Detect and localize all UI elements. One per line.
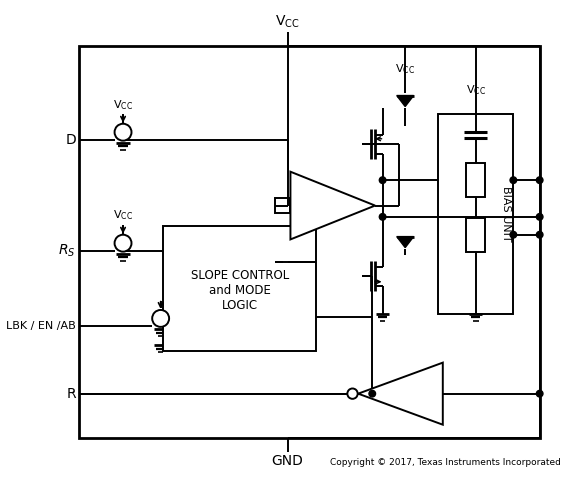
Circle shape: [152, 310, 169, 327]
Bar: [438, 114, 513, 314]
Bar: [466, 218, 485, 252]
Text: BIAS UNIT: BIAS UNIT: [501, 186, 511, 242]
Circle shape: [537, 390, 543, 397]
Circle shape: [369, 390, 376, 397]
Bar: [276, 198, 290, 213]
Text: D: D: [65, 133, 76, 147]
Circle shape: [537, 214, 543, 220]
Text: $\mathrm{V_{CC}}$: $\mathrm{V_{CC}}$: [395, 62, 415, 76]
Bar: [79, 46, 539, 438]
Circle shape: [537, 177, 543, 184]
Text: GND: GND: [272, 454, 303, 468]
Polygon shape: [397, 237, 414, 248]
Polygon shape: [290, 172, 375, 240]
Circle shape: [114, 124, 131, 141]
Text: $\mathrm{V_{CC}}$: $\mathrm{V_{CC}}$: [466, 83, 486, 97]
Text: Copyright © 2017, Texas Instruments Incorporated: Copyright © 2017, Texas Instruments Inco…: [331, 458, 561, 467]
Polygon shape: [358, 362, 443, 425]
Polygon shape: [397, 95, 414, 107]
Text: $\mathrm{V_{CC}}$: $\mathrm{V_{CC}}$: [275, 13, 300, 30]
Text: and MODE: and MODE: [209, 284, 271, 297]
Circle shape: [537, 231, 543, 238]
Text: $\mathrm{V_{CC}}$: $\mathrm{V_{CC}}$: [113, 98, 133, 111]
Circle shape: [379, 177, 386, 184]
Text: SLOPE CONTROL: SLOPE CONTROL: [191, 269, 289, 282]
Circle shape: [510, 231, 517, 238]
Bar: [414, 386, 430, 401]
Circle shape: [379, 214, 386, 220]
Circle shape: [114, 235, 131, 252]
Bar: [466, 163, 485, 197]
Text: LOGIC: LOGIC: [221, 299, 258, 312]
Text: R: R: [66, 387, 76, 401]
Bar: [164, 226, 316, 351]
Text: $R_S$: $R_S$: [58, 242, 76, 259]
Text: LBK / EN /AB: LBK / EN /AB: [6, 321, 76, 331]
Circle shape: [348, 388, 358, 399]
Text: $\mathrm{V_{CC}}$: $\mathrm{V_{CC}}$: [113, 209, 133, 223]
Circle shape: [510, 177, 517, 184]
